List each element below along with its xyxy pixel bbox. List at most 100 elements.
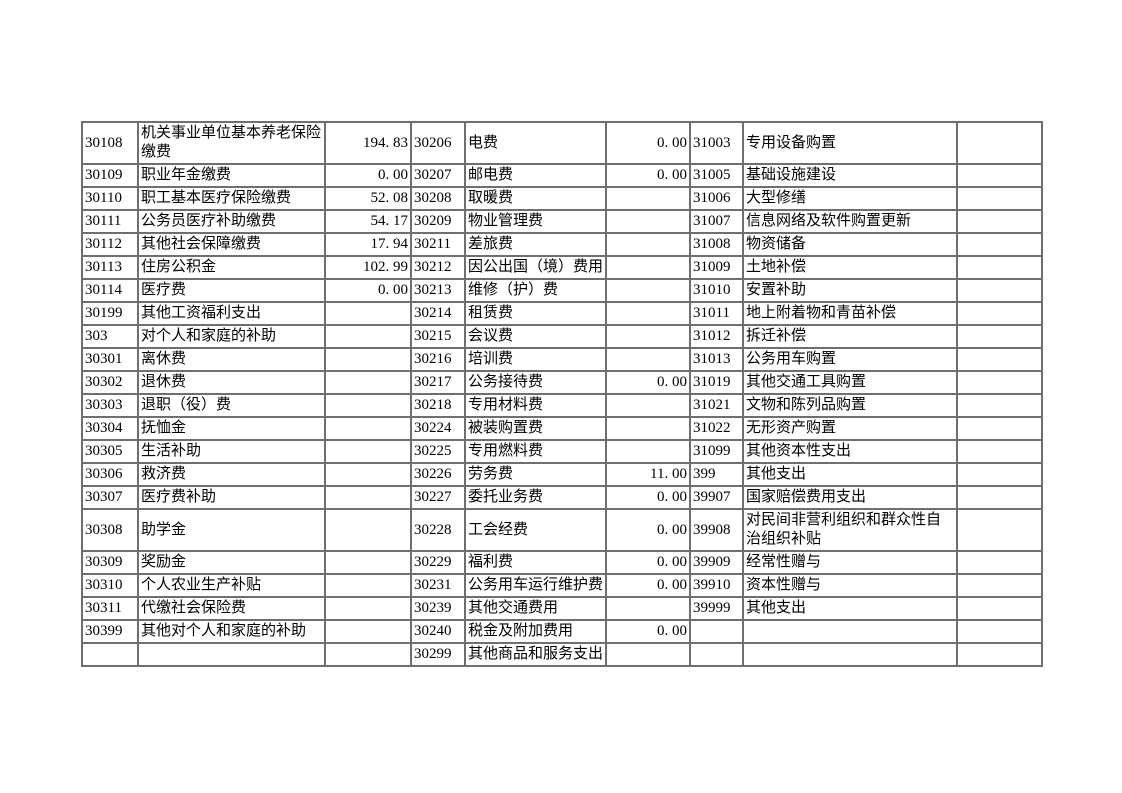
name-cell: 专用材料费 xyxy=(464,393,607,418)
amount-cell xyxy=(605,324,691,349)
code-cell: 30213 xyxy=(410,278,466,303)
name-cell: 物业管理费 xyxy=(464,209,607,234)
code-cell: 30212 xyxy=(410,255,466,280)
table-row: 30303 退职（役）费 30218 专用材料费 31021 文物和陈列品购置 xyxy=(81,393,1043,418)
amount-cell: 0. 00 xyxy=(605,550,691,575)
code-cell: 39910 xyxy=(689,573,744,598)
name-cell: 医疗费补助 xyxy=(137,485,326,510)
code-cell: 30215 xyxy=(410,324,466,349)
amount-cell xyxy=(956,347,1043,372)
code-cell: 30209 xyxy=(410,209,466,234)
amount-cell xyxy=(956,619,1043,644)
name-cell: 安置补助 xyxy=(742,278,958,303)
name-cell: 国家赔偿费用支出 xyxy=(742,485,958,510)
name-cell: 职业年金缴费 xyxy=(137,163,326,188)
name-cell: 物资储备 xyxy=(742,232,958,257)
amount-cell xyxy=(956,163,1043,188)
name-cell: 抚恤金 xyxy=(137,416,326,441)
name-cell: 离休费 xyxy=(137,347,326,372)
code-cell: 30306 xyxy=(81,462,139,487)
table-row: 30311 代缴社会保险费 30239 其他交通费用 39999 其他支出 xyxy=(81,596,1043,621)
name-cell: 助学金 xyxy=(137,508,326,552)
name-cell: 会议费 xyxy=(464,324,607,349)
code-cell: 30399 xyxy=(81,619,139,644)
code-cell: 30111 xyxy=(81,209,139,234)
amount-cell xyxy=(605,186,691,211)
amount-cell xyxy=(324,462,412,487)
amount-cell xyxy=(956,439,1043,464)
amount-cell: 54. 17 xyxy=(324,209,412,234)
amount-cell xyxy=(956,485,1043,510)
name-cell: 拆迁补偿 xyxy=(742,324,958,349)
code-cell: 30302 xyxy=(81,370,139,395)
name-cell: 医疗费 xyxy=(137,278,326,303)
amount-cell xyxy=(324,324,412,349)
name-cell: 个人农业生产补贴 xyxy=(137,573,326,598)
amount-cell xyxy=(605,596,691,621)
code-cell: 31009 xyxy=(689,255,744,280)
amount-cell xyxy=(605,393,691,418)
code-cell: 399 xyxy=(689,462,744,487)
amount-cell xyxy=(956,121,1043,165)
name-cell: 其他支出 xyxy=(742,596,958,621)
amount-cell xyxy=(605,232,691,257)
amount-cell: 102. 99 xyxy=(324,255,412,280)
amount-cell xyxy=(605,642,691,667)
amount-cell xyxy=(324,416,412,441)
table-row: 30110 职工基本医疗保险缴费 52. 08 30208 取暖费 31006 大型修缮 xyxy=(81,186,1043,211)
code-cell: 30299 xyxy=(410,642,466,667)
name-cell: 专用燃料费 xyxy=(464,439,607,464)
table-row: 30304 抚恤金 30224 被装购置费 31022 无形资产购置 xyxy=(81,416,1043,441)
code-cell: 30301 xyxy=(81,347,139,372)
amount-cell xyxy=(956,255,1043,280)
code-cell xyxy=(689,642,744,667)
amount-cell xyxy=(605,255,691,280)
table-row: 30306 救济费 30226 劳务费 11. 00 399 其他支出 xyxy=(81,462,1043,487)
name-cell: 委托业务费 xyxy=(464,485,607,510)
amount-cell xyxy=(324,573,412,598)
code-cell: 31099 xyxy=(689,439,744,464)
name-cell: 差旅费 xyxy=(464,232,607,257)
amount-cell: 0. 00 xyxy=(605,508,691,552)
code-cell: 31021 xyxy=(689,393,744,418)
code-cell: 30229 xyxy=(410,550,466,575)
name-cell: 退休费 xyxy=(137,370,326,395)
name-cell: 其他交通费用 xyxy=(464,596,607,621)
name-cell: 培训费 xyxy=(464,347,607,372)
code-cell: 30304 xyxy=(81,416,139,441)
table-row: 30114 医疗费 0. 00 30213 维修（护）费 31010 安置补助 xyxy=(81,278,1043,303)
code-cell: 31019 xyxy=(689,370,744,395)
code-cell: 30308 xyxy=(81,508,139,552)
name-cell: 电费 xyxy=(464,121,607,165)
code-cell: 30208 xyxy=(410,186,466,211)
amount-cell xyxy=(956,550,1043,575)
name-cell: 公务用车运行维护费 xyxy=(464,573,607,598)
name-cell: 文物和陈列品购置 xyxy=(742,393,958,418)
code-cell: 30228 xyxy=(410,508,466,552)
name-cell: 其他交通工具购置 xyxy=(742,370,958,395)
code-cell: 31007 xyxy=(689,209,744,234)
code-cell: 30227 xyxy=(410,485,466,510)
amount-cell xyxy=(956,508,1043,552)
name-cell: 对民间非营利组织和群众性自治组织补贴 xyxy=(742,508,958,552)
code-cell: 31008 xyxy=(689,232,744,257)
code-cell: 31003 xyxy=(689,121,744,165)
amount-cell xyxy=(324,596,412,621)
name-cell: 因公出国（境）费用 xyxy=(464,255,607,280)
table-row: 30302 退休费 30217 公务接待费 0. 00 31019 其他交通工具购置 xyxy=(81,370,1043,395)
code-cell: 30311 xyxy=(81,596,139,621)
name-cell: 其他对个人和家庭的补助 xyxy=(137,619,326,644)
amount-cell xyxy=(956,209,1043,234)
table-row: 30113 住房公积金 102. 99 30212 因公出国（境）费用 31009 土地补偿 xyxy=(81,255,1043,280)
amount-cell xyxy=(956,278,1043,303)
amount-cell xyxy=(324,301,412,326)
name-cell: 对个人和家庭的补助 xyxy=(137,324,326,349)
amount-cell: 0. 00 xyxy=(324,163,412,188)
code-cell: 39909 xyxy=(689,550,744,575)
code-cell: 30218 xyxy=(410,393,466,418)
code-cell: 39999 xyxy=(689,596,744,621)
code-cell: 30114 xyxy=(81,278,139,303)
code-cell: 31013 xyxy=(689,347,744,372)
table-row: 30111 公务员医疗补助缴费 54. 17 30209 物业管理费 31007 信息网络及… xyxy=(81,209,1043,234)
amount-cell xyxy=(324,508,412,552)
